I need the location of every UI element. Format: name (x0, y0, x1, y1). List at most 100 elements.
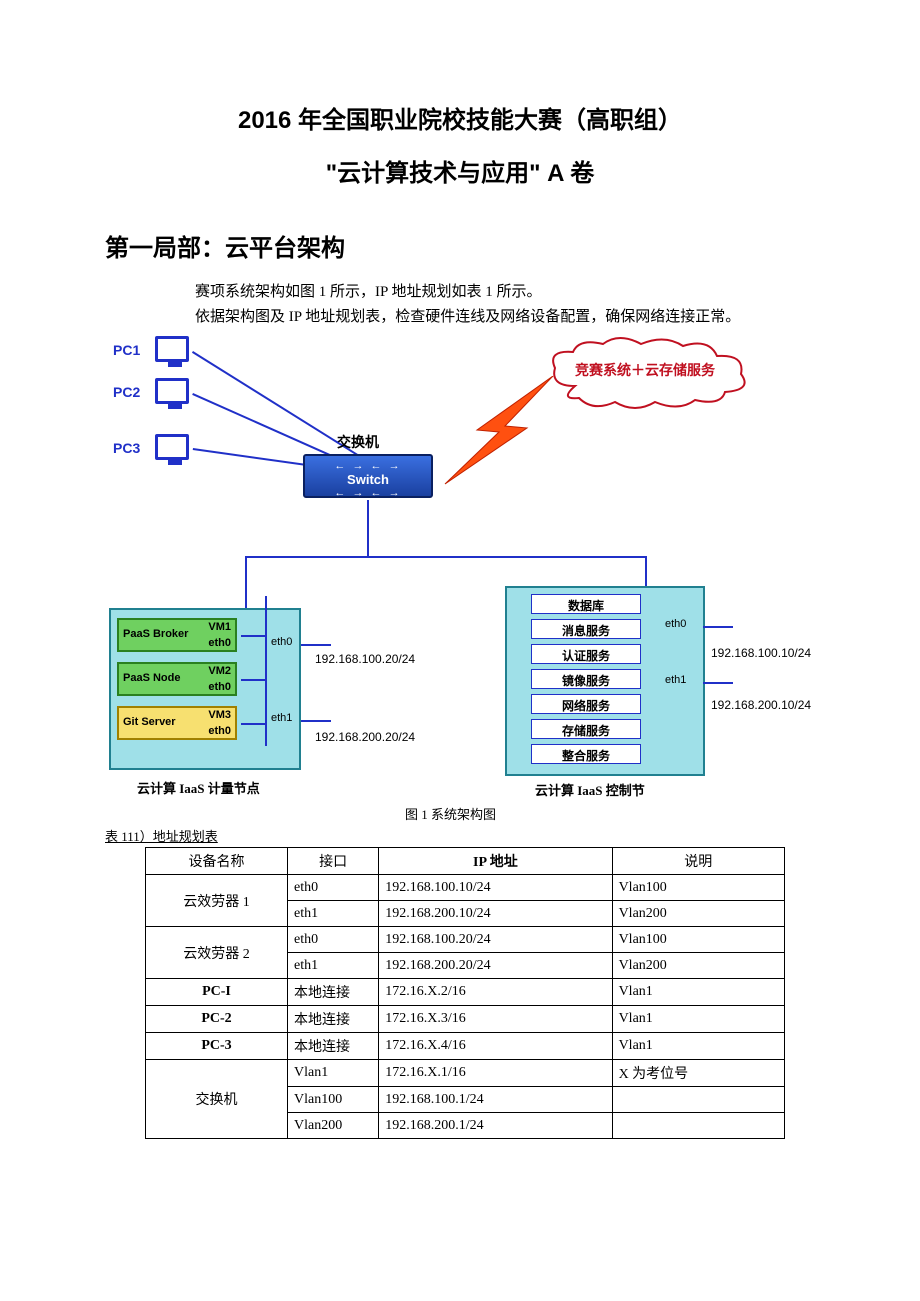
pc3-icon (155, 434, 189, 460)
vm3-box: Git Server VM3 eth0 (117, 706, 237, 740)
vm1-box: PaaS Broker VM1 eth0 (117, 618, 237, 652)
architecture-diagram: PC1 PC2 PC3 交换机 ← → ← → Switch ← → ← → 竞… (105, 336, 815, 826)
ip-cell: 192.168.200.10/24 (379, 901, 612, 927)
ip-cell: 172.16.X.2/16 (379, 979, 612, 1006)
left-ip1: 192.168.200.20/24 (315, 730, 415, 744)
svc5: 网络服务 (531, 694, 641, 714)
left-eth1-lbl: eth1 (271, 712, 292, 724)
left-caption: 云计算 IaaS 计量节点 (137, 778, 260, 797)
if-cell: eth1 (288, 953, 379, 979)
cloud-text: 竞赛系统＋云存储服务 (575, 360, 715, 380)
ip-cell: 192.168.200.1/24 (379, 1113, 612, 1139)
ip-cell: 172.16.X.4/16 (379, 1033, 612, 1060)
right-eth1-line (703, 682, 733, 684)
svc1: 数据库 (531, 594, 641, 614)
th-ip-text: IP 地址 (473, 855, 518, 870)
th-note: 说明 (612, 848, 784, 875)
svc3: 认证服务 (531, 644, 641, 664)
right-ip0: 192.168.100.10/24 (711, 646, 811, 660)
if-cell: eth1 (288, 901, 379, 927)
drop-left (245, 556, 247, 586)
vm3-name: Git Server (123, 716, 176, 728)
left-eth0-line (301, 644, 331, 646)
dev-cell: 交换机 (146, 1060, 288, 1139)
right-eth0-lbl: eth0 (665, 618, 686, 630)
dev-cell: 云效劳器 2 (146, 927, 288, 979)
ip-plan-table: 设备名称 接口 IP 地址 说明 云效劳器 1 eth0 192.168.100… (145, 847, 785, 1139)
dev-cell: PC-I (146, 979, 288, 1006)
bolt-icon (435, 376, 575, 491)
note-cell: Vlan1 (612, 1033, 784, 1060)
note-cell: Vlan1 (612, 1006, 784, 1033)
vm-bus (265, 596, 267, 746)
note-cell: Vlan100 (612, 927, 784, 953)
ip-cell: 192.168.100.10/24 (379, 875, 612, 901)
left-drop2 (245, 586, 247, 608)
title-line-2: "云计算技术与应用" A 卷 (105, 153, 815, 188)
note-cell (612, 1113, 784, 1139)
dev-cell: PC-2 (146, 1006, 288, 1033)
vm1-stub (241, 635, 265, 637)
right-eth1-lbl: eth1 (665, 674, 686, 686)
svc4: 镜像服务 (531, 669, 641, 689)
pc1-label: PC1 (113, 342, 140, 358)
switch-icon: ← → ← → Switch ← → ← → (303, 454, 433, 498)
ip-cell: 172.16.X.3/16 (379, 1006, 612, 1033)
ip-cell: 172.16.X.1/16 (379, 1060, 612, 1087)
if-cell: Vlan100 (288, 1087, 379, 1113)
vm2-box: PaaS Node VM2 eth0 (117, 662, 237, 696)
svc2: 消息服务 (531, 619, 641, 639)
vm3-id: VM3 (208, 709, 231, 721)
switch-text: Switch (305, 472, 431, 487)
left-eth1-line (301, 720, 331, 722)
if-cell: Vlan1 (288, 1060, 379, 1087)
table-row: PC-3 本地连接 172.16.X.4/16 Vlan1 (146, 1033, 785, 1060)
dev-cell: PC-3 (146, 1033, 288, 1060)
svc6: 存储服务 (531, 719, 641, 739)
vm2-eth: eth0 (208, 681, 231, 693)
ip-cell: 192.168.100.1/24 (379, 1087, 612, 1113)
vm1-eth: eth0 (208, 637, 231, 649)
th-device: 设备名称 (146, 848, 288, 875)
note-cell: Vlan100 (612, 875, 784, 901)
intro-para-2: 依据架构图及 IP 地址规划表，检查硬件连线及网络设备配置，确保网络连接正常。 (105, 306, 815, 329)
vm2-id: VM2 (208, 665, 231, 677)
vm3-stub (241, 723, 265, 725)
vm3-eth: eth0 (208, 725, 231, 737)
if-cell: Vlan200 (288, 1113, 379, 1139)
table-row: PC-I 本地连接 172.16.X.2/16 Vlan1 (146, 979, 785, 1006)
if-cell: eth0 (288, 875, 379, 901)
note-cell: Vlan200 (612, 901, 784, 927)
figure-caption: 图 1 系统架构图 (405, 804, 496, 823)
if-cell: 本地连接 (288, 979, 379, 1006)
drop-right (645, 556, 647, 586)
left-ip0: 192.168.100.20/24 (315, 652, 415, 666)
intro-para-1: 赛项系统架构如图 1 所示，IP 地址规划如表 1 所示。 (105, 281, 815, 304)
if-cell: 本地连接 (288, 1033, 379, 1060)
note-cell: Vlan1 (612, 979, 784, 1006)
pc3-label: PC3 (113, 440, 140, 456)
pc2-icon (155, 378, 189, 404)
trunk-line (367, 500, 369, 556)
ip-cell: 192.168.200.20/24 (379, 953, 612, 979)
note-cell: Vlan200 (612, 953, 784, 979)
ip-cell: 192.168.100.20/24 (379, 927, 612, 953)
note-cell: X 为考位号 (612, 1060, 784, 1087)
section-heading: 第一局部：云平台架构 (105, 228, 815, 263)
vm1-name: PaaS Broker (123, 628, 188, 640)
switch-label: 交换机 (337, 432, 379, 452)
vm2-name: PaaS Node (123, 672, 180, 684)
th-if: 接口 (288, 848, 379, 875)
if-cell: 本地连接 (288, 1006, 379, 1033)
table-caption: 表 111）地址规划表 (105, 826, 815, 845)
vm2-stub (241, 679, 265, 681)
right-eth0-line (703, 626, 733, 628)
pc1-icon (155, 336, 189, 362)
title-line-1: 2016 年全国职业院校技能大赛（高职组） (105, 100, 815, 135)
table-row: 云效劳器 2 eth0 192.168.100.20/24 Vlan100 (146, 927, 785, 953)
th-ip: IP 地址 (379, 848, 612, 875)
table-row: 交换机 Vlan1 172.16.X.1/16 X 为考位号 (146, 1060, 785, 1087)
right-caption: 云计算 IaaS 控制节 (535, 780, 645, 799)
left-eth0-lbl: eth0 (271, 636, 292, 648)
if-cell: eth0 (288, 927, 379, 953)
